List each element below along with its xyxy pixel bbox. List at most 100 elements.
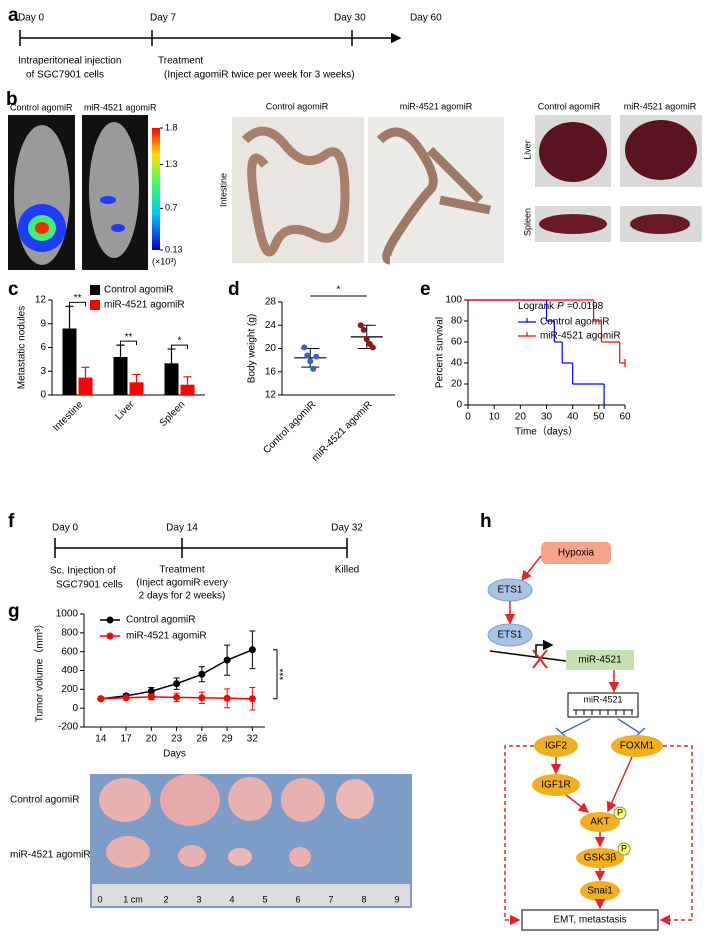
significance-bracket <box>120 340 137 346</box>
x-tick-label: Control agomiR <box>261 399 318 456</box>
colorbar-label: 0.13 <box>165 244 183 254</box>
day-label: Day 60 <box>410 13 442 24</box>
legend-label: miR-4521 agomiR <box>540 331 621 342</box>
node-label: AKT <box>590 817 609 828</box>
legend-label: Control agomiR <box>126 615 195 626</box>
y-tick-label: 9 <box>40 318 46 329</box>
day-label: Day 32 <box>331 523 363 534</box>
panel-label: b <box>6 89 18 110</box>
organ-label: Liver <box>522 140 532 160</box>
point <box>248 646 256 654</box>
organ-label: Spleen <box>522 208 532 236</box>
point <box>147 687 155 695</box>
tumor <box>228 777 272 821</box>
x-tick-label: 17 <box>121 734 133 745</box>
day-label: Day 14 <box>166 523 198 534</box>
bar <box>78 377 93 395</box>
node-label: Hypoxia <box>558 548 595 559</box>
ruler-label: 7 <box>328 894 333 904</box>
x-tick-label: 29 <box>222 734 234 745</box>
error-bar <box>132 373 141 383</box>
liver <box>539 122 607 182</box>
x-tick-label: 23 <box>171 734 183 745</box>
y-tick-label: 20 <box>265 343 277 354</box>
y-tick-label: 16 <box>265 366 277 377</box>
colorbar-label: 1.3 <box>165 159 178 169</box>
day-label: Day 30 <box>334 13 366 24</box>
legend-swatch <box>90 285 100 295</box>
bar <box>113 357 128 395</box>
y-tick-label: 24 <box>265 320 277 331</box>
y-axis-label: Body weight (g) <box>247 314 258 383</box>
note: (Inject agomiR twice per week for 3 week… <box>164 70 355 81</box>
x-tick-label: 32 <box>247 734 259 745</box>
y-tick-label: 3 <box>40 366 46 377</box>
point <box>173 680 181 688</box>
x-tick-label: 20 <box>146 734 158 745</box>
y-tick-label: 0 <box>40 390 46 401</box>
pathway-diagram: h Hypoxia ETS1 ETS1 miR-4521 miR-4521 IG… <box>480 511 693 931</box>
day-label: Day 7 <box>150 13 177 24</box>
photo-title: miR-4521 agomiR <box>84 102 157 112</box>
panel-label: f <box>8 511 15 532</box>
x-tick-label: Liver <box>113 399 137 423</box>
error-bar <box>167 348 176 364</box>
point <box>198 694 206 702</box>
point <box>147 693 155 701</box>
signal <box>100 196 116 204</box>
x-tick-label: 40 <box>567 412 579 423</box>
y-tick-label: 200 <box>61 684 78 695</box>
row-label: miR-4521 agomiR <box>10 850 91 861</box>
node <box>534 735 578 757</box>
intestine <box>241 126 350 257</box>
point <box>223 694 231 702</box>
point <box>248 695 256 703</box>
point <box>313 353 320 360</box>
x-tick-label: 50 <box>593 412 605 423</box>
legend-swatch <box>90 300 100 310</box>
series-line <box>100 649 253 700</box>
liver <box>625 120 697 180</box>
dashed-arrow <box>659 745 693 926</box>
tumor <box>106 836 150 868</box>
node <box>521 909 659 931</box>
photo-title: miR-4521 agomiR <box>400 101 473 111</box>
timeline-f: f Day 0 Day 14 Day 32 Sc. Injection of S… <box>8 511 363 602</box>
annotation-part: =0.0198 <box>567 301 604 312</box>
legend-marker <box>106 632 114 640</box>
photo-title: Control agomiR <box>538 101 601 111</box>
arrow <box>565 794 590 813</box>
point <box>369 344 376 351</box>
day-label: Day 0 <box>18 13 45 24</box>
significance: ** <box>125 332 133 343</box>
y-tick-label: 0 <box>456 400 462 411</box>
annotation-part: P <box>557 301 564 312</box>
x-axis-label: Days <box>163 749 186 760</box>
note: Treatment <box>159 565 204 576</box>
point <box>307 358 314 365</box>
x-tick-label: miR-4521 agomiR <box>310 399 375 464</box>
y-axis-label: Percent survival <box>435 317 446 388</box>
node-label: IGF1R <box>541 780 570 791</box>
significance-bracket <box>273 649 278 700</box>
bar <box>180 384 195 395</box>
ruler-label: 0 <box>97 894 102 904</box>
node-label: ETS1 <box>497 630 522 641</box>
node-label: GSK3β <box>584 853 617 864</box>
y-tick-label: 12 <box>265 390 277 401</box>
node-label: Snai1 <box>587 886 613 897</box>
annotation-part: Logrank <box>518 301 555 312</box>
x-axis-label: Time（days） <box>515 426 578 438</box>
node-label: EMT, metastasis <box>553 915 626 926</box>
panel-b: b Control agomiR miR-4521 agomiR (×10³) … <box>6 89 702 270</box>
node <box>532 774 580 796</box>
timeline-a: a Day 0 Day 7 Day 30 Day 60 Intraperiton… <box>8 5 442 81</box>
y-tick-label: 0 <box>72 703 78 714</box>
node-label: miR-4521 <box>578 655 622 666</box>
node-label: IGF2 <box>545 741 568 752</box>
y-tick-label: 6 <box>40 342 46 353</box>
spleen <box>630 214 690 234</box>
note: Treatment <box>158 56 203 67</box>
x-tick-label: 10 <box>489 412 501 423</box>
significance: *** <box>279 668 290 680</box>
